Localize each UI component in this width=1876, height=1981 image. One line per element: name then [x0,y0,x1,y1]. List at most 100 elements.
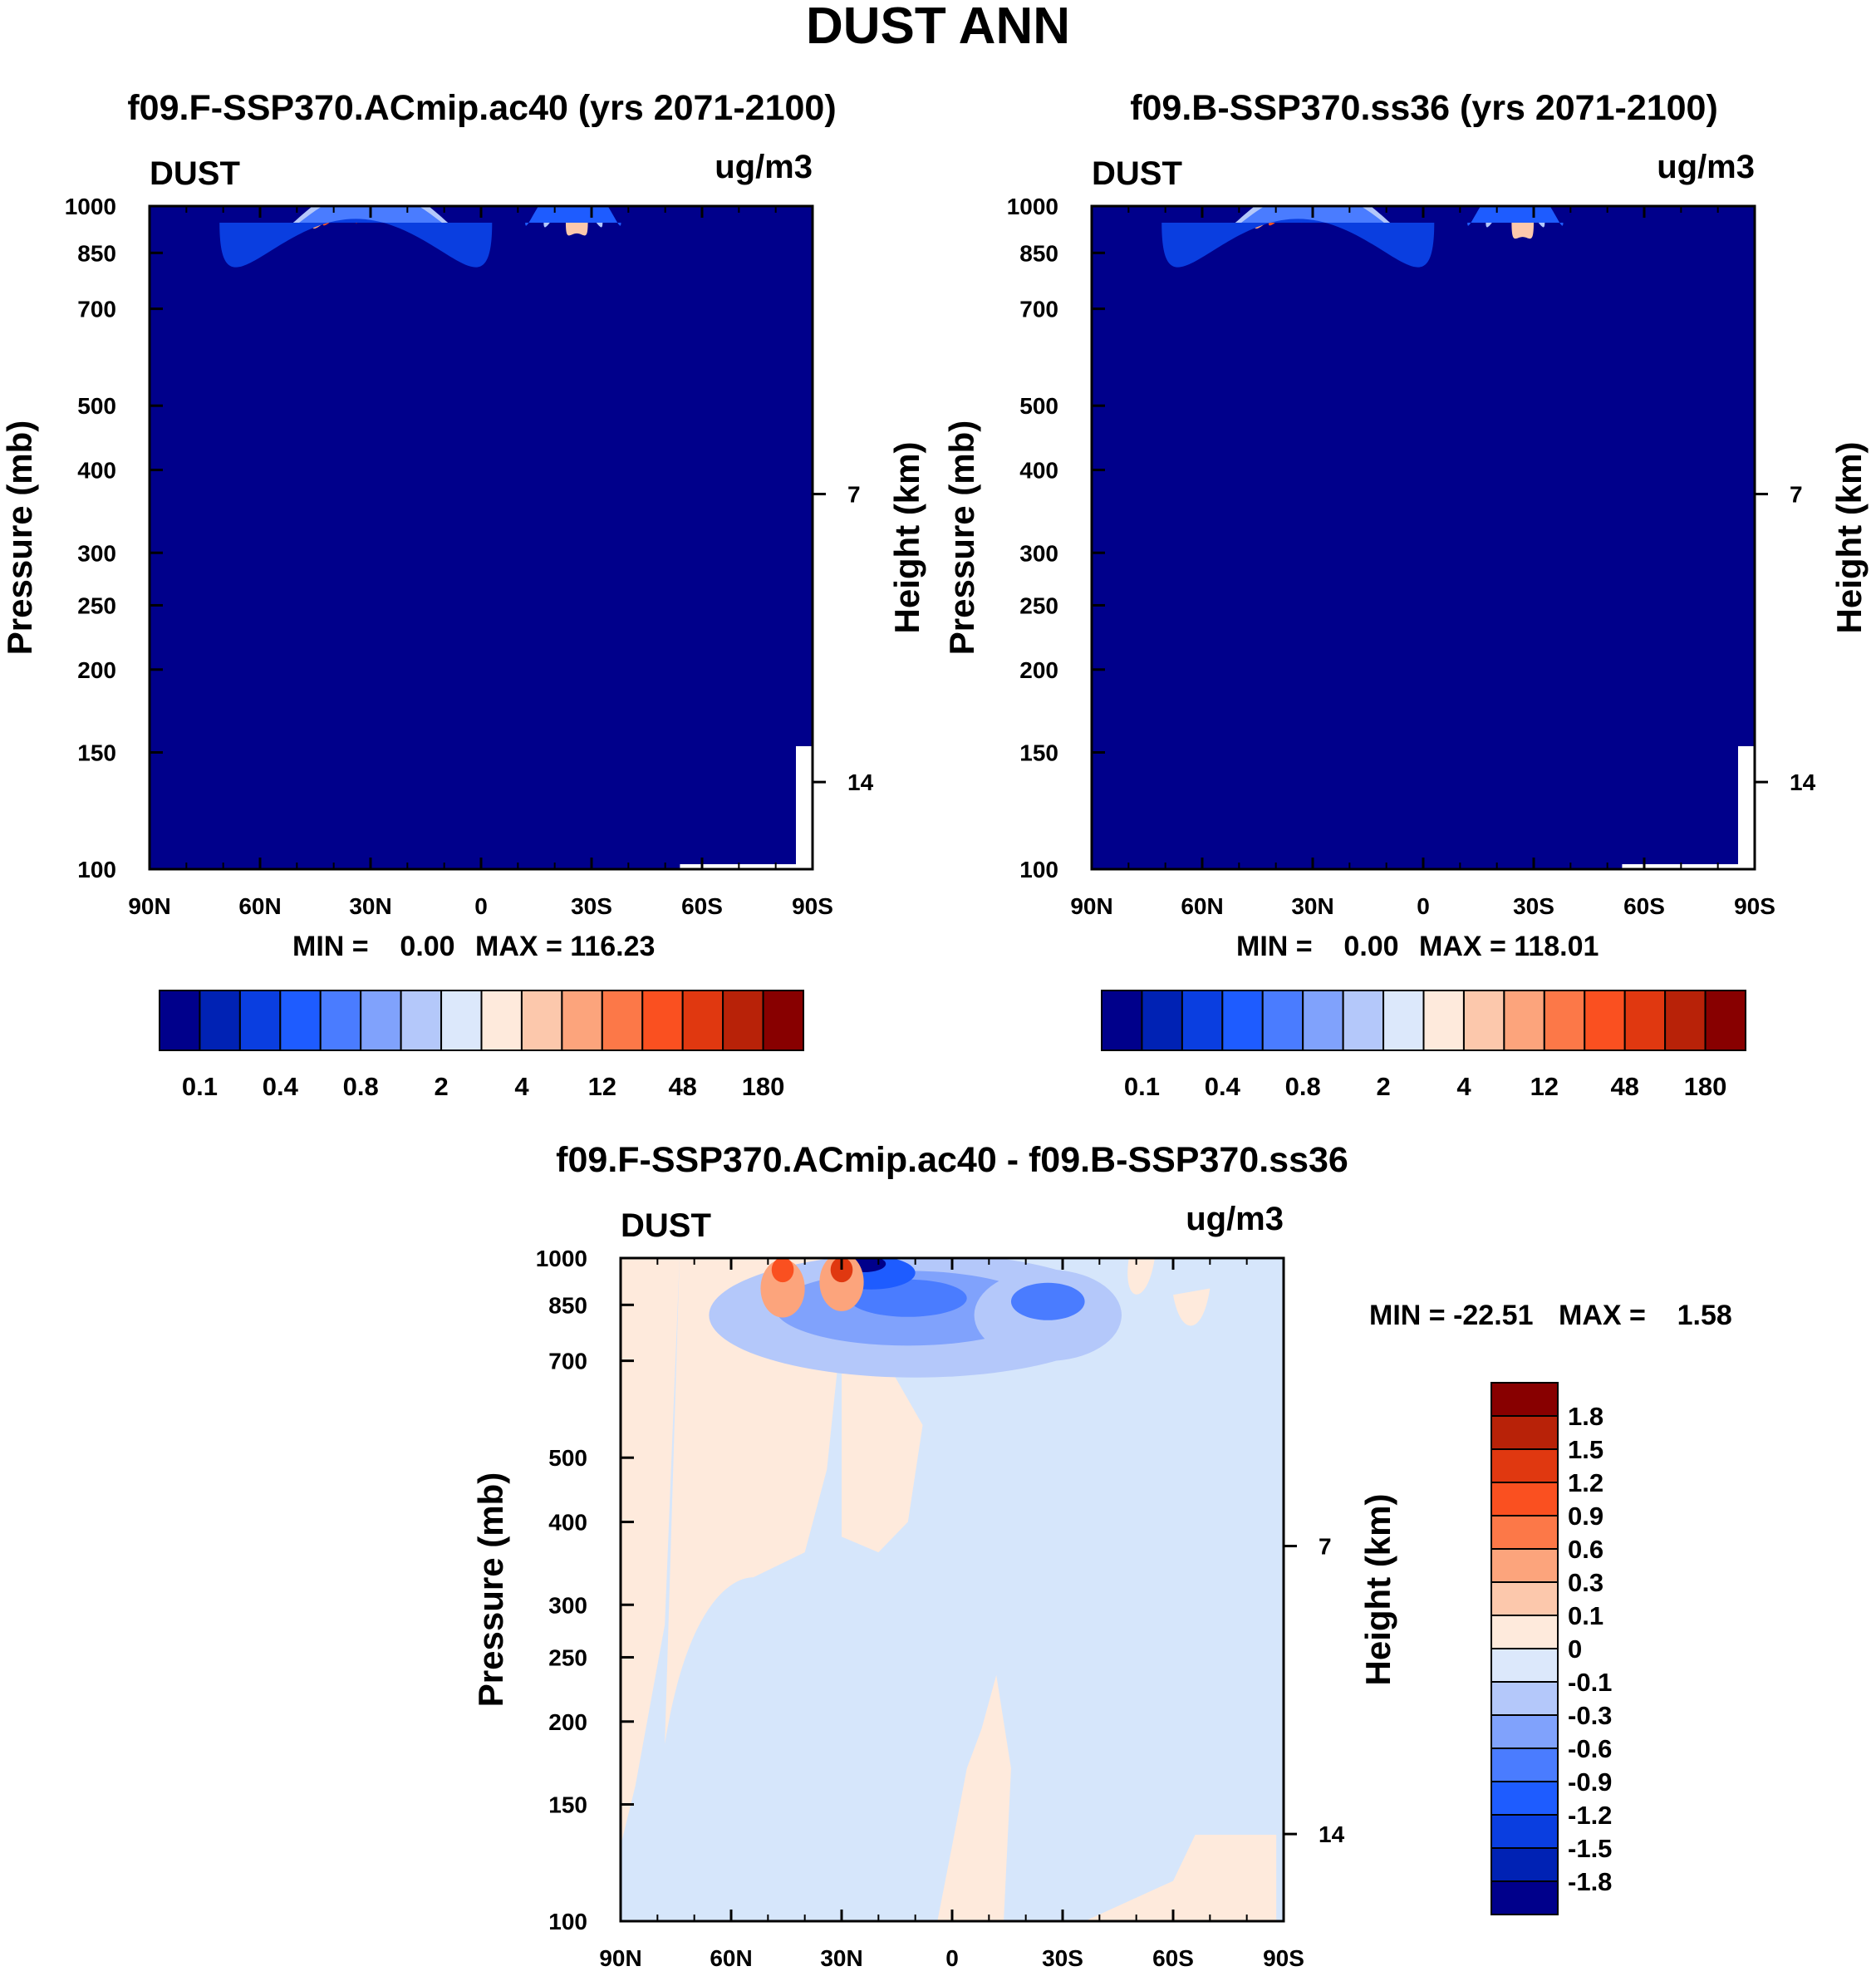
colorbar-label: 180 [1684,1072,1727,1101]
colorbar-swatch [1382,990,1425,1051]
contour-level [1010,1282,1085,1320]
colorbar-swatch [601,990,644,1051]
y-tick-label: 700 [1019,297,1058,322]
figure-title: DUST ANN [806,0,1070,55]
colorbar-swatch [1490,1648,1559,1683]
x-tick-label: 30S [1513,893,1554,919]
plot-area [150,206,813,869]
colorbar-swatch [1490,1615,1559,1649]
x-tick-label: 60N [238,893,281,919]
colorbar-swatch [1101,990,1143,1051]
contour-level [665,1258,849,1744]
colorbar-label: 0.1 [1124,1072,1160,1101]
colorbar-swatch [641,990,684,1051]
colorbar-swatch [1490,1382,1559,1417]
panel-control: f09.B-SSP370.ss36 (yrs 2071-2100) DUST u… [942,88,1869,1101]
colorbar-swatch [1490,1814,1559,1849]
colorbar-swatch [1342,990,1385,1051]
colorbar-label: 2 [1376,1072,1390,1101]
y-tick-label: 200 [1019,657,1058,683]
colorbar: 0.1 0.4 0.8 2 4 12 48 180 [1101,990,1746,1101]
contour-level [937,1674,1011,1921]
x-tick-label: 60S [1623,893,1665,919]
missing-data-strip [1622,864,1755,869]
colorbar-swatch [1490,1847,1559,1882]
x-tick-label: 30N [349,893,391,919]
colorbar-swatch [1490,1781,1559,1816]
y-tick-label: 250 [1019,592,1058,618]
y2-tick-label: 14 [1319,1821,1345,1847]
y-tick-label: 700 [77,297,116,322]
colorbar-label: 48 [668,1072,696,1101]
colorbar-swatch [1543,990,1586,1051]
colorbar-label: -1.8 [1568,1867,1612,1896]
x-tick-label: 90S [1263,1945,1304,1971]
y-tick-label: 100 [1019,857,1058,882]
plot-axes: 90N 60N 30N 0 30S 60S 90S 100 150 200 250 300 400 500… [1007,194,1816,919]
panel-title: f09.F-SSP370.ACmip.ac40 (yrs 2071-2100) [127,88,836,128]
colorbar-swatch [1584,990,1626,1051]
colorbar-label: 1.5 [1568,1435,1603,1464]
max-value-label: MAX = 1.58 [1559,1300,1732,1331]
x-tick-label: 90N [599,1945,641,1971]
colorbar-swatch [1181,990,1224,1051]
plot-axes: 90N 60N 30N 0 30S 60S 90S 100 150 200 250 300 400 500… [536,1246,1345,1971]
y-tick-label: 150 [548,1792,587,1817]
colorbar-swatch [1490,1681,1559,1716]
y2-axis-title: Height (km) [887,442,926,634]
y-tick-label: 1000 [1007,194,1058,219]
contour-level [1161,219,1435,268]
contour-level [842,1360,923,1553]
x-tick-label: 30S [1042,1945,1083,1971]
plot-axes: 90N 60N 30N 0 30S 60S 90S 100 150 200 250 300 400 500… [65,194,874,919]
y2-tick-label: 14 [1790,769,1816,795]
colorbar-swatch [238,990,282,1051]
contour-level [621,1258,680,1846]
units-label: ug/m3 [715,149,813,185]
colorbar-label: -1.5 [1568,1834,1612,1863]
colorbar-swatch [1490,1548,1559,1583]
colorbar-frame [159,990,804,1051]
contour-level [1202,206,1423,244]
contour-level [1467,206,1564,226]
colorbar-label: 180 [742,1072,785,1101]
contour-background [1092,206,1755,869]
colorbar-label: -0.6 [1568,1734,1612,1763]
colorbar-swatch [1302,990,1344,1051]
units-label: ug/m3 [1657,149,1755,185]
colorbar-label: 48 [1610,1072,1638,1101]
colorbar-label: 1.8 [1568,1402,1603,1431]
colorbar-swatch [1490,1748,1559,1782]
colorbar-label: 1.2 [1568,1468,1603,1497]
min-value-label: MIN = 0.00 [1236,931,1399,962]
y2-axis-title: Height (km) [1358,1494,1397,1686]
colorbar-label: -0.1 [1568,1668,1612,1697]
colorbar-swatch [1490,1880,1559,1915]
y-tick-label: 250 [77,592,116,618]
colorbar-swatch [1490,1714,1559,1749]
panel-test: f09.F-SSP370.ACmip.ac40 (yrs 2071-2100) … [0,88,926,1101]
y-tick-label: 200 [77,657,116,683]
contour-background [150,206,813,869]
y2-tick-label: 7 [1319,1534,1332,1560]
colorbar-swatch [681,990,724,1051]
y-tick-label: 200 [548,1709,587,1735]
colorbar-frame [1101,990,1746,1051]
colorbar-swatch [440,990,483,1051]
y2-tick-label: 7 [847,482,861,508]
contour-level [819,1258,864,1311]
colorbar-label: 0.8 [1285,1072,1321,1101]
contour-level [1055,1834,1277,1921]
contour-fill [150,206,813,869]
x-tick-label: 60S [1152,1945,1194,1971]
x-tick-label: 0 [945,1945,959,1971]
y-tick-label: 300 [1019,540,1058,566]
contour-level [830,1258,853,1283]
y-tick-label: 850 [548,1292,587,1318]
contour-fill [1092,206,1755,869]
y-tick-label: 500 [1019,393,1058,419]
panel-diff: f09.F-SSP370.ACmip.ac40 - f09.B-SSP370.s… [471,1140,1732,1971]
colorbar-swatch [480,990,523,1051]
colorbar-swatch [1490,1415,1559,1450]
